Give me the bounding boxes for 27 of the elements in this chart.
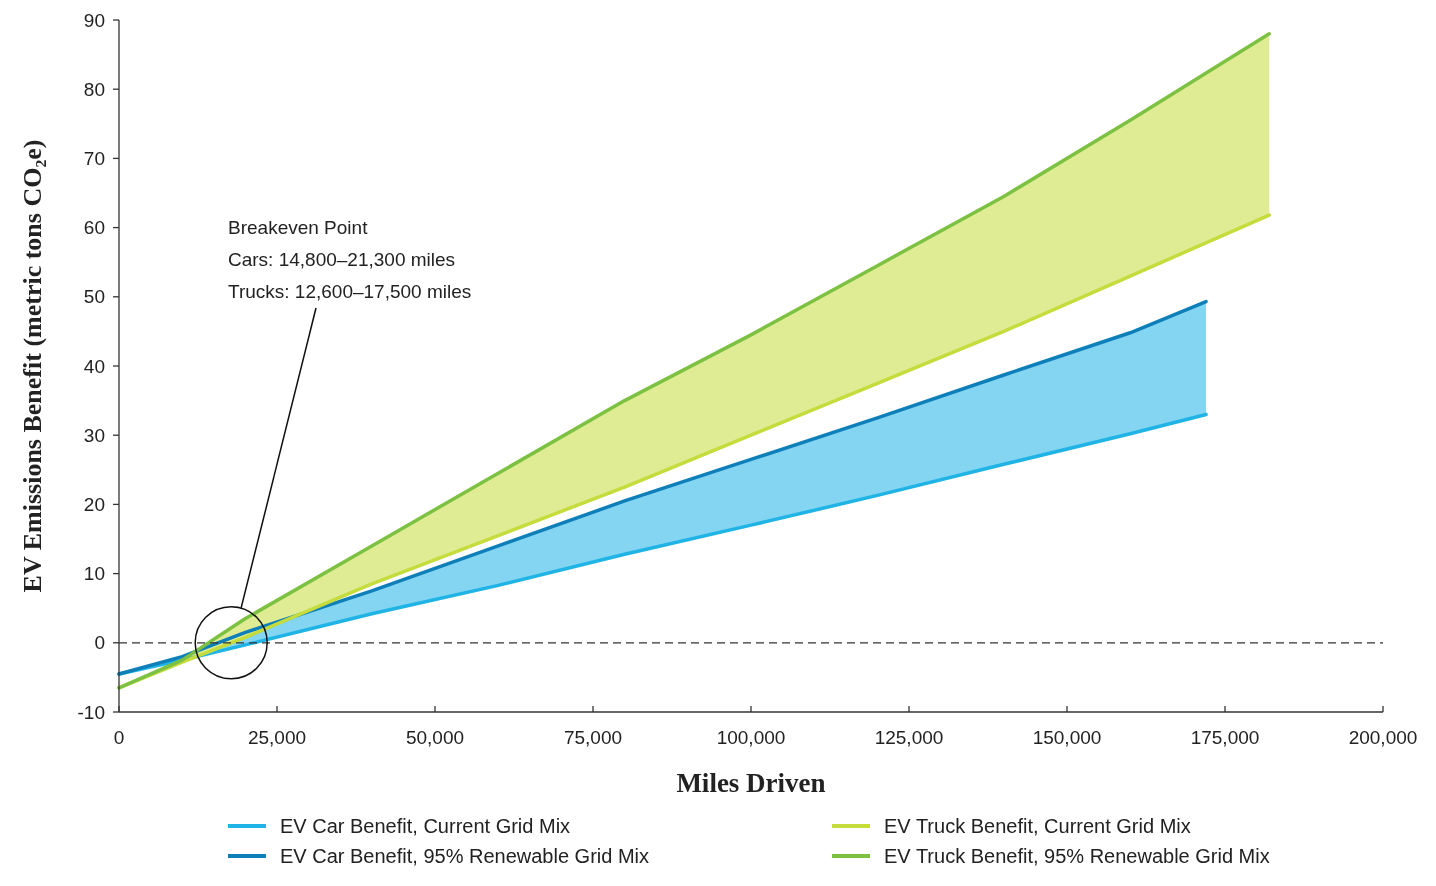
y-tick-label: 10 <box>83 563 105 585</box>
y-tick-label: 30 <box>83 424 105 446</box>
y-tick-label: 0 <box>94 632 105 654</box>
y-axis-title: EV Emissions Benefit (metric tons CO₂e) <box>18 139 47 593</box>
y-tick-label: 50 <box>83 286 105 308</box>
x-tick-label: 50,000 <box>405 727 465 748</box>
y-tick-label: 90 <box>83 9 105 31</box>
legend-label: EV Car Benefit, Current Grid Mix <box>280 815 571 837</box>
y-tick-label: 80 <box>83 78 105 100</box>
annotation: Breakeven Point Cars: 14,800–21,300 miles Trucks: 12,600–17,500 miles <box>228 217 472 302</box>
legend-label: EV Car Benefit, 95% Renewable Grid Mix <box>280 845 650 867</box>
x-tick-label: 0 <box>113 727 125 748</box>
x-tick-label: 100,000 <box>716 727 786 748</box>
x-tick-label: 125,000 <box>874 727 944 748</box>
x-tick-label: 75,000 <box>563 727 623 748</box>
y-tick-label: 40 <box>83 355 105 377</box>
x-tick-label: 150,000 <box>1032 727 1102 748</box>
legend-label: EV Truck Benefit, Current Grid Mix <box>884 815 1191 837</box>
x-axis-title: Miles Driven <box>676 768 826 798</box>
y-tick-label: -10 <box>77 701 105 723</box>
x-tick-label: 175,000 <box>1190 727 1260 748</box>
y-tick-label: 20 <box>83 494 105 516</box>
y-tick-label: 60 <box>83 217 105 239</box>
y-tick-label: 70 <box>83 148 105 170</box>
x-tick-label: 25,000 <box>247 727 307 748</box>
x-tick-label: 200,000 <box>1348 727 1418 748</box>
legend-label: EV Truck Benefit, 95% Renewable Grid Mix <box>884 845 1270 867</box>
